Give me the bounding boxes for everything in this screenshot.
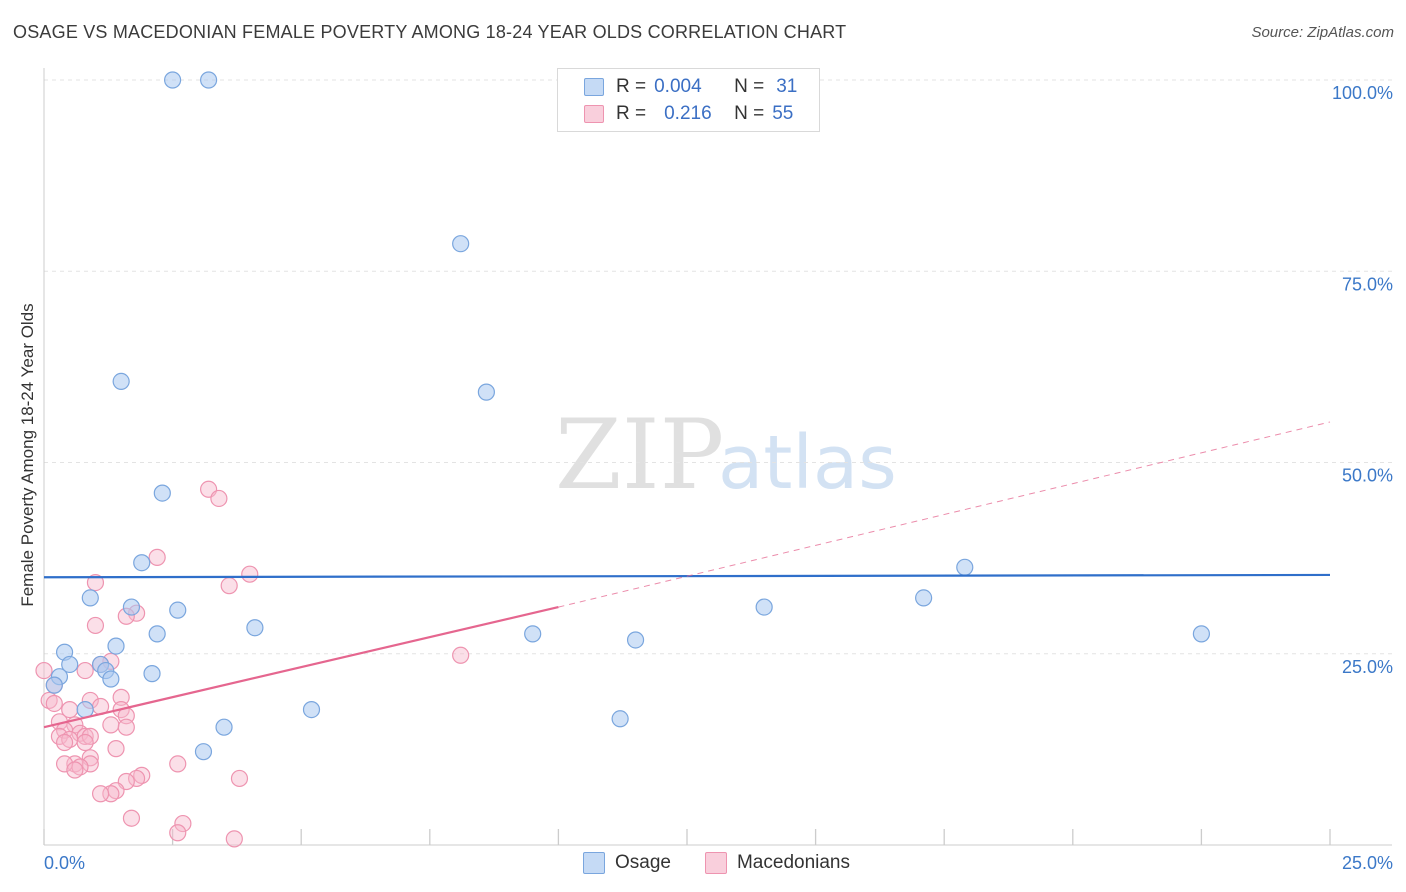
legend-row-macedonians: R = 0.216 N = 55	[584, 102, 793, 126]
osage-point	[169, 601, 187, 619]
macedonians-point	[71, 724, 89, 742]
osage-point	[302, 700, 321, 719]
osage-point	[626, 631, 645, 649]
macedonians-point	[174, 814, 192, 833]
osage-point	[133, 554, 151, 572]
x-tick-label-min: 0.0%	[44, 853, 85, 873]
macedonians-point	[86, 574, 105, 592]
y-tick-label-25: 25.0%	[1342, 657, 1393, 677]
osage-legend-swatch	[583, 852, 605, 874]
stats-legend: R = 0.004 N = 31 R = 0.216 N = 55	[557, 68, 820, 132]
macedonians-point	[112, 688, 130, 706]
macedonians-point	[71, 758, 89, 776]
osage-point	[194, 743, 213, 761]
macedonians-swatch	[584, 105, 604, 123]
macedonians-n-value: 55	[772, 103, 794, 124]
osage-point	[246, 619, 264, 637]
osage-point	[112, 372, 130, 391]
macedonians-point	[241, 565, 259, 583]
macedonians-point	[76, 661, 94, 680]
osage-point	[755, 598, 773, 616]
legend-item-osage[interactable]: Osage	[583, 852, 671, 874]
osage-point	[956, 558, 974, 576]
osage-r-value: 0.004	[654, 76, 702, 97]
y-tick-label-100: 100.0%	[1332, 83, 1393, 103]
source-label: Source: ZipAtlas.com	[1251, 24, 1394, 41]
y-tick-label-75: 75.0%	[1342, 274, 1393, 294]
macedonians-point	[102, 716, 120, 734]
macedonians-point	[45, 694, 63, 713]
chart-title: OSAGE VS MACEDONIAN FEMALE POVERTY AMONG…	[13, 22, 847, 42]
macedonians-point	[35, 661, 53, 680]
macedonians-point	[225, 830, 243, 848]
osage-point	[107, 637, 125, 655]
osage-point	[81, 589, 99, 607]
macedonians-point	[452, 646, 470, 664]
osage-point	[215, 718, 233, 736]
osage-point	[148, 625, 166, 643]
osage-point	[611, 710, 629, 728]
osage-n-value: 31	[776, 76, 798, 97]
osage-n-label: N =	[734, 76, 765, 97]
osage-point	[915, 589, 933, 607]
macedonians-point	[133, 766, 151, 784]
bottom-legend: Osage Macedonians	[583, 852, 884, 874]
watermark-zip: ZIP	[555, 399, 724, 511]
macedonians-point	[169, 824, 187, 842]
macedonians-point	[230, 769, 249, 788]
osage-legend-label: Osage	[615, 852, 671, 873]
macedonians-r-label: R =	[616, 103, 647, 124]
legend-item-macedonians[interactable]: Macedonians	[704, 852, 851, 874]
macedonians-trend-extension	[558, 421, 1331, 608]
osage-point	[122, 598, 141, 616]
osage-point	[143, 665, 161, 683]
macedonians-point	[148, 548, 166, 566]
macedonians-point	[210, 489, 228, 508]
macedonians-point	[127, 769, 146, 788]
osage-point	[200, 71, 218, 89]
x-tick-label-max: 25.0%	[1342, 853, 1393, 873]
osage-point	[102, 670, 120, 688]
macedonians-point	[220, 577, 238, 595]
macedonians-point	[66, 761, 84, 779]
macedonians-legend-label: Macedonians	[736, 852, 851, 873]
macedonians-trend-line	[43, 606, 559, 729]
macedonians-point	[169, 755, 187, 773]
osage-point	[477, 383, 495, 401]
osage-r-label: R =	[616, 76, 647, 97]
osage-point	[45, 676, 63, 694]
y-tick-label-50: 50.0%	[1342, 466, 1393, 486]
osage-point	[164, 71, 182, 89]
osage-point	[452, 235, 470, 253]
osage-point	[524, 625, 542, 643]
macedonians-point	[107, 740, 125, 758]
macedonians-point	[86, 616, 105, 635]
macedonians-point	[40, 691, 58, 710]
osage-swatch	[584, 78, 604, 96]
macedonians-n-label: N =	[734, 103, 765, 124]
macedonians-legend-swatch	[704, 852, 727, 874]
osage-point	[61, 655, 79, 674]
osage-point	[1192, 625, 1211, 643]
osage-point	[153, 484, 171, 502]
macedonians-point	[91, 785, 110, 803]
macedonians-point	[55, 733, 74, 752]
macedonians-r-value: 0.216	[664, 103, 712, 124]
macedonians-point	[117, 718, 135, 736]
legend-row-osage: R = 0.004 N = 31	[584, 75, 797, 99]
macedonians-point	[76, 733, 94, 752]
macedonians-point	[122, 809, 141, 827]
